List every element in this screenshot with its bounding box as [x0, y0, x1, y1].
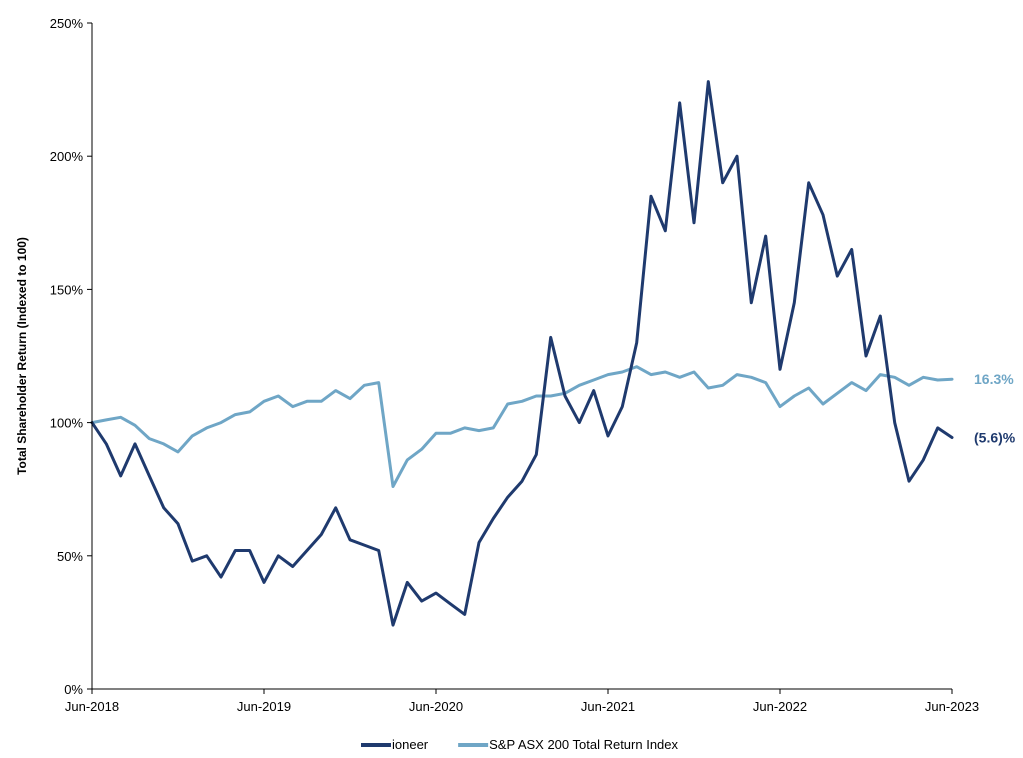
- series-line-asx200: [90, 365, 954, 488]
- end-label-asx200: 16.3%: [974, 371, 1014, 387]
- x-axis-ticks: Jun-2018 Jun-2019 Jun-2020 Jun-2021 Jun-2022…: [65, 689, 979, 714]
- legend-label-ioneer: ioneer: [392, 737, 429, 752]
- end-labels: (5.6)% 16.3%: [974, 371, 1016, 445]
- y-tick-label: 50%: [57, 549, 83, 564]
- y-tick-label: 250%: [50, 16, 84, 31]
- y-tick-label: 0%: [64, 682, 83, 697]
- end-label-ioneer: (5.6)%: [974, 430, 1016, 446]
- legend-label-asx200: S&P ASX 200 Total Return Index: [489, 737, 678, 752]
- x-tick-label: Jun-2019: [237, 699, 291, 714]
- legend: ioneer S&P ASX 200 Total Return Index: [361, 737, 679, 752]
- series-layer: [90, 80, 954, 627]
- x-tick-label: Jun-2023: [925, 699, 979, 714]
- series-line-ioneer: [90, 80, 954, 627]
- x-tick-label: Jun-2020: [409, 699, 463, 714]
- x-tick-label: Jun-2022: [753, 699, 807, 714]
- y-tick-label: 100%: [50, 416, 84, 431]
- y-tick-label: 200%: [50, 149, 84, 164]
- x-tick-label: Jun-2018: [65, 699, 119, 714]
- y-tick-label: 150%: [50, 282, 84, 297]
- y-axis-title: Total Shareholder Return (Indexed to 100…: [15, 237, 29, 475]
- x-tick-label: Jun-2021: [581, 699, 635, 714]
- y-axis-ticks: 0% 50% 100% 150% 200% 250%: [50, 16, 92, 697]
